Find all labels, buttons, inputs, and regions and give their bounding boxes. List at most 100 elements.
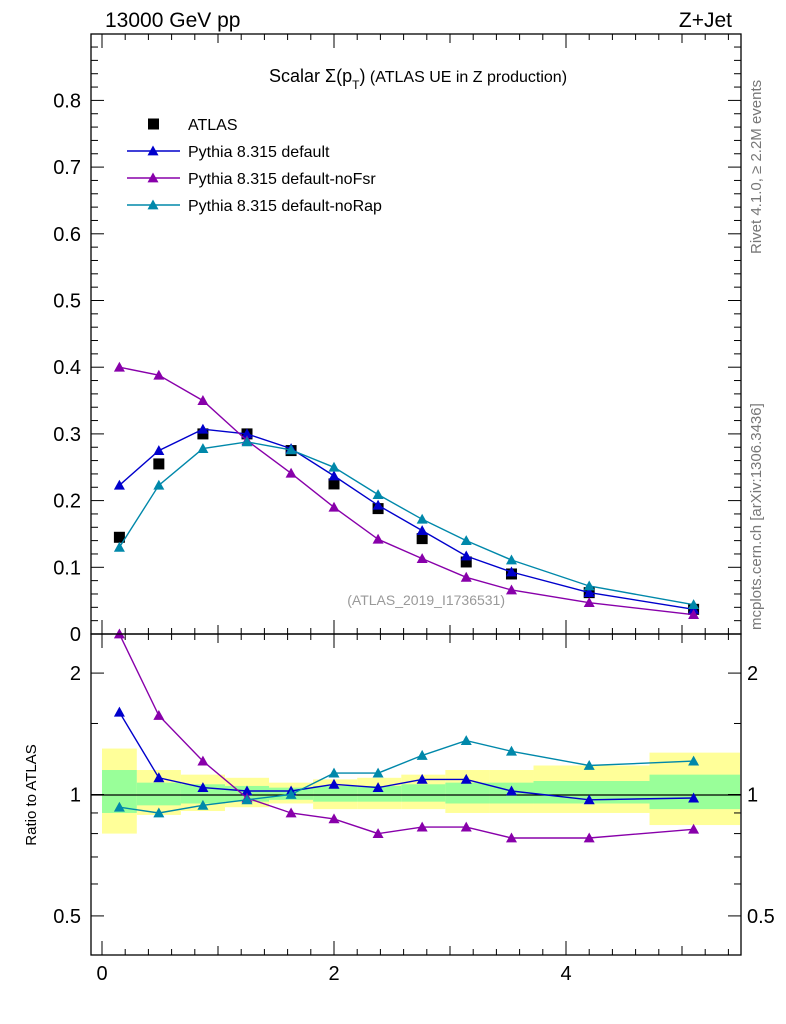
y-tick-label: 0.6 <box>53 224 81 246</box>
legend-marker-atlas <box>148 118 159 130</box>
series-point <box>241 785 253 796</box>
series-point <box>372 489 384 499</box>
green-band-bin <box>136 782 181 806</box>
legend-label: Pythia 8.315 default-noRap <box>188 198 382 215</box>
series-point <box>583 794 595 805</box>
header-left: 13000 GeV pp <box>105 9 240 32</box>
series-point <box>113 479 125 490</box>
series-point <box>688 609 700 620</box>
series-point <box>153 772 165 783</box>
series-point <box>460 821 472 832</box>
series-point <box>197 799 209 810</box>
series-point <box>285 467 297 478</box>
series-point <box>583 760 595 770</box>
y-tick-label: 0.1 <box>53 557 81 579</box>
legend-marker <box>147 172 159 183</box>
title-prefix: Scalar <box>269 66 325 86</box>
chart-title: Scalar Σ(pT) (ATLAS UE in Z production) <box>269 66 567 92</box>
series-point <box>241 428 253 439</box>
series-point <box>416 513 428 524</box>
series-point <box>416 525 428 536</box>
ratio-tick-label-right: 0.5 <box>747 906 775 928</box>
series-point <box>372 767 384 778</box>
x-axis-ticks: 0 2 4 <box>96 34 729 985</box>
series-point <box>241 794 253 805</box>
series-point <box>416 773 428 784</box>
series-point <box>153 445 165 455</box>
atlas-data-point <box>416 533 428 545</box>
series-point <box>328 813 340 824</box>
x-tick-label: 0 <box>96 963 107 985</box>
atlas-data-point <box>197 428 209 440</box>
atlas-data-point <box>113 531 125 543</box>
series-point <box>153 709 165 720</box>
ratio-y-axis-label: Ratio to ATLAS <box>23 744 40 845</box>
series-point <box>688 599 700 610</box>
legend-label: Pythia 8.315 default <box>188 144 330 161</box>
green-band-bin <box>445 782 490 804</box>
series-point <box>688 792 700 803</box>
series-line <box>118 711 694 801</box>
rivet-version-label: Rivet 4.1.0, ≥ 2.2M events <box>748 80 765 254</box>
ratio-tick-label-right: 1 <box>747 785 758 807</box>
series-point <box>505 566 517 577</box>
series-point <box>113 541 125 552</box>
series-point <box>505 584 517 595</box>
y-tick-label: 0.8 <box>53 90 81 112</box>
series-point <box>460 535 472 546</box>
y-tick-label: 0.7 <box>53 157 81 179</box>
ratio-axis-ticks: 0.5 0.5 1 1 2 2 <box>53 663 775 956</box>
atlas-data-point <box>460 556 472 568</box>
green-band-bin <box>401 784 446 802</box>
series-point <box>372 782 384 793</box>
title-rest: (ATLAS UE in Z production) <box>365 69 567 86</box>
green-band-bin <box>533 781 650 804</box>
ratio-panel-marks <box>113 628 700 843</box>
series-point <box>583 832 595 843</box>
series-point <box>460 571 472 582</box>
legend-marker <box>147 199 159 210</box>
series-point <box>505 832 517 843</box>
main-panel-marks <box>113 361 700 620</box>
legend-label: Pythia 8.315 default-noFsr <box>188 171 376 188</box>
series-point <box>583 587 595 598</box>
series-point <box>372 828 384 838</box>
atlas-data-point <box>153 458 165 470</box>
green-band-bin <box>649 774 740 810</box>
ratio-tick-label-right: 2 <box>747 663 758 685</box>
series-point <box>505 554 517 565</box>
legend: ATLAS Pythia 8.315 default Pythia 8.315 de… <box>127 117 382 215</box>
y-tick-label: 0.2 <box>53 491 81 513</box>
series-point <box>197 782 209 793</box>
series-point <box>328 470 340 481</box>
atlas-data-point <box>328 478 340 490</box>
series-point <box>113 706 125 717</box>
ratio-panel: 0.5 0.5 1 1 2 2 Ratio to ATLAS <box>23 628 775 956</box>
x-tick-label: 4 <box>560 963 571 985</box>
series-point <box>113 361 125 372</box>
series-line <box>119 366 694 616</box>
x-tick-label: 2 <box>328 963 339 985</box>
legend-label: ATLAS <box>188 117 238 134</box>
series-line <box>118 441 694 606</box>
series-point <box>688 823 700 834</box>
series-point <box>197 443 209 453</box>
series-point <box>505 745 517 756</box>
mcplots-label: mcplots.cern.ch [arXiv:1306.3436] <box>748 403 765 630</box>
y-tick-label: 0.4 <box>53 357 81 379</box>
series-point <box>197 755 209 766</box>
series-point <box>153 479 165 490</box>
analysis-watermark: (ATLAS_2019_I1736531) <box>347 592 505 608</box>
series-point <box>328 501 340 512</box>
y-tick-label: 0.5 <box>53 291 81 313</box>
series-point <box>460 773 472 784</box>
series-point <box>416 749 428 760</box>
ratio-tick-label-left: 2 <box>70 663 81 685</box>
series-line <box>118 633 694 839</box>
series-point <box>328 778 340 789</box>
series-point <box>328 461 340 472</box>
series-point <box>583 597 595 608</box>
series-point <box>416 821 428 832</box>
series-point <box>416 553 428 564</box>
